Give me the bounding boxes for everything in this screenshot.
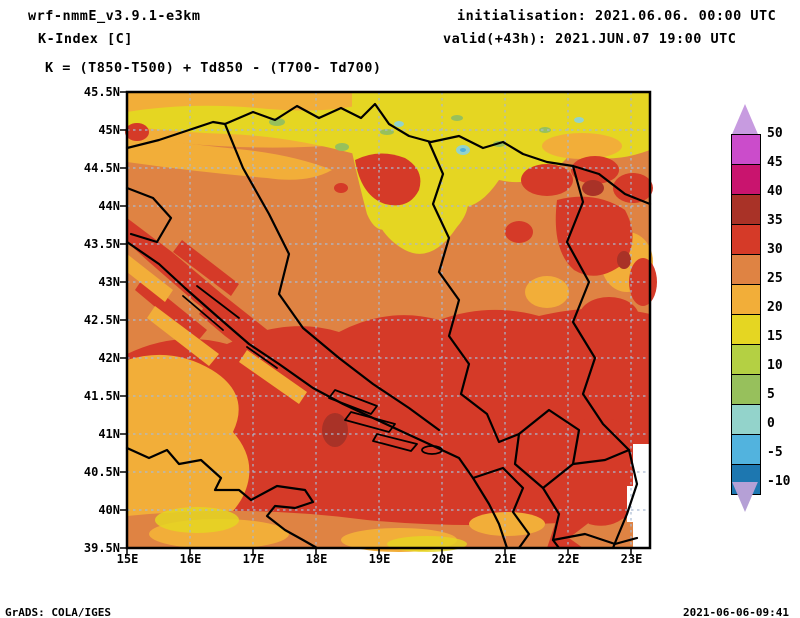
latitude-tick-label: 43.5N (83, 237, 120, 251)
longitude-tick-label: 17E (242, 552, 265, 566)
longitude-tick-label: 19E (368, 552, 391, 566)
k-index-field-canvas (120, 90, 657, 555)
colorbar-tick-label: 40 (767, 184, 783, 199)
colorbar-segment (732, 435, 760, 465)
colorbar-segment (732, 225, 760, 255)
colorbar-segment (732, 195, 760, 225)
colorbar-segment (732, 135, 760, 165)
colorbar-tick-label: 20 (767, 300, 783, 315)
latitude-tick-label: 43N (98, 275, 120, 289)
k-index-shaded-field (125, 92, 657, 552)
creation-timestamp: 2021-06-06-09:41 (683, 606, 789, 618)
variable-title: K-Index [C] (38, 31, 133, 47)
colorbar-tick-label: 25 (767, 271, 783, 286)
latitude-tick-label: 41N (98, 427, 120, 441)
colorbar-segment (732, 375, 760, 405)
colorbar-lower-arrow (732, 482, 758, 512)
colorbar-segment (732, 255, 760, 285)
formula-text: K = (T850-T500) + Td850 - (T700- Td700) (45, 60, 382, 76)
latitude-axis-labels: 45.5N 45N 44.5N 44N 43.5N 43N 42.5N 42N 41.5N 41N… (70, 73, 120, 567)
k-index-map (120, 90, 657, 555)
colorbar-segment (732, 285, 760, 315)
colorbar-legend: 50 45 40 35 30 25 20 15 10 5 0 -5 -10 (731, 104, 800, 514)
missing-data-notch (627, 444, 650, 548)
latitude-tick-label: 41.5N (83, 389, 120, 403)
colorbar-segment (732, 315, 760, 345)
latitude-tick-label: 45.5N (83, 85, 120, 99)
latitude-tick-label: 42N (98, 351, 120, 365)
longitude-tick-label: 16E (179, 552, 202, 566)
latlon-gridlines (127, 92, 650, 548)
country-borders (125, 102, 652, 550)
valid-time-label: valid(+43h): 2021.JUN.07 19:00 UTC (443, 31, 737, 47)
longitude-axis-labels: 15E 16E 17E 18E 19E 20E 21E 22E 23E (96, 552, 663, 566)
colorbar-labels: 50 45 40 35 30 25 20 15 10 5 0 -5 -10 (767, 119, 800, 496)
model-title: wrf-nmmE_v3.9.1-e3km (28, 8, 201, 24)
colorbar-segment (732, 165, 760, 195)
colorbar-segments (731, 134, 761, 495)
colorbar-tick-label: 30 (767, 242, 783, 257)
colorbar-tick-label: 0 (767, 416, 775, 431)
colorbar-upper-arrow (732, 104, 758, 134)
latitude-tick-label: 42.5N (83, 313, 120, 327)
colorbar-tick-label: 35 (767, 213, 783, 228)
longitude-tick-label: 20E (431, 552, 454, 566)
latitude-tick-label: 45N (98, 123, 120, 137)
y-axis-ticks (120, 91, 127, 549)
colorbar-tick-label: 10 (767, 358, 783, 373)
longitude-tick-label: 21E (494, 552, 517, 566)
grads-credit: GrADS: COLA/IGES (5, 606, 111, 618)
colorbar-segment (732, 345, 760, 375)
longitude-tick-label: 15E (116, 552, 139, 566)
colorbar-tick-label: -5 (767, 445, 783, 460)
init-time-label: initialisation: 2021.06.06. 00:00 UTC (457, 8, 777, 24)
latitude-tick-label: 40N (98, 503, 120, 517)
colorbar-tick-label: 15 (767, 329, 783, 344)
latitude-tick-label: 44.5N (83, 161, 120, 175)
longitude-tick-label: 22E (557, 552, 580, 566)
longitude-tick-label: 18E (305, 552, 328, 566)
longitude-tick-label: 23E (620, 552, 643, 566)
colorbar-tick-label: -10 (767, 474, 791, 489)
colorbar-tick-label: 5 (767, 387, 775, 402)
latitude-tick-label: 44N (98, 199, 120, 213)
colorbar-tick-label: 45 (767, 155, 783, 170)
adriatic-islands (182, 285, 443, 455)
latitude-tick-label: 39.5N (83, 541, 120, 555)
x-axis-ticks (126, 548, 632, 555)
latitude-tick-label: 40.5N (83, 465, 120, 479)
colorbar-tick-label: 50 (767, 126, 783, 141)
colorbar-segment (732, 405, 760, 435)
